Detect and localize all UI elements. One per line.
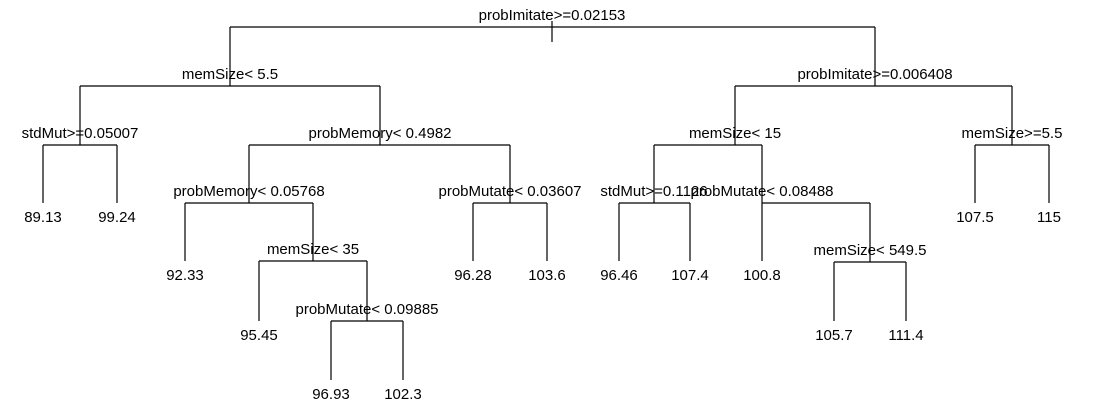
leaf-value-l3: 92.33 xyxy=(166,267,204,284)
split-label-n8: probImitate>=0.006408 xyxy=(797,66,952,83)
leaf-value-l12: 105.7 xyxy=(815,327,853,344)
leaf-value-l4: 95.45 xyxy=(240,327,278,344)
leaf-value-l14: 107.5 xyxy=(956,209,994,226)
split-label-n3: probMemory< 0.4982 xyxy=(309,125,452,142)
leaf-value-l6: 102.3 xyxy=(384,386,422,403)
leaf-value-l10: 107.4 xyxy=(671,267,709,284)
leaf-value-l11: 100.8 xyxy=(743,267,781,284)
leaf-value-l5: 96.93 xyxy=(312,386,350,403)
split-label-n13: memSize>=5.5 xyxy=(962,125,1063,142)
split-label-root: probImitate>=0.02153 xyxy=(479,7,626,24)
split-label-n9: memSize< 15 xyxy=(689,125,781,142)
leaf-value-l8: 103.6 xyxy=(528,267,566,284)
split-label-n5: memSize< 35 xyxy=(267,241,359,258)
leaf-value-l13: 111.4 xyxy=(888,327,923,344)
split-label-n11: probMutate< 0.08488 xyxy=(690,183,833,200)
split-label-n7: probMutate< 0.03607 xyxy=(438,183,581,200)
leaf-value-l15: 115 xyxy=(1037,209,1061,226)
leaf-value-l2: 99.24 xyxy=(98,209,136,226)
split-label-n2: stdMut>=0.05007 xyxy=(22,125,139,142)
split-label-n6: probMutate< 0.09885 xyxy=(295,301,438,318)
leaf-value-l7: 96.28 xyxy=(454,267,492,284)
split-label-n1: memSize< 5.5 xyxy=(182,66,278,83)
split-label-n4: probMemory< 0.05768 xyxy=(173,183,324,200)
leaf-value-l1: 89.13 xyxy=(24,209,62,226)
split-label-n10: stdMut>=0.1126 xyxy=(600,183,707,200)
split-label-n12: memSize< 549.5 xyxy=(814,242,927,259)
leaf-value-l9: 96.46 xyxy=(600,267,638,284)
